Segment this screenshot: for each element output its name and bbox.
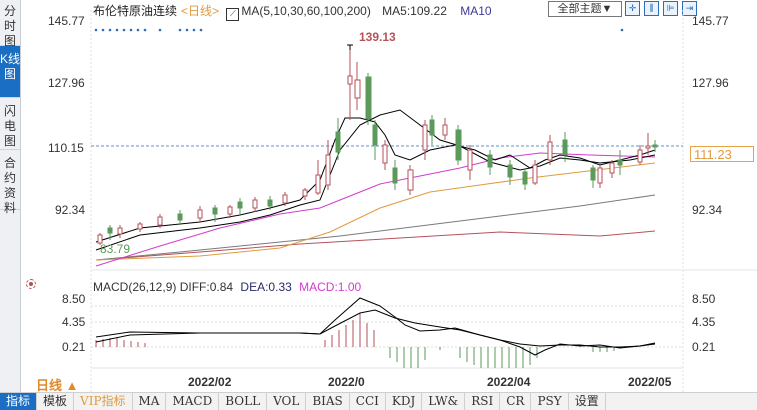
tab-cci[interactable]: CCI — [350, 393, 386, 410]
x-label-2: 2022/0 — [328, 375, 365, 389]
ma10-value: MA10 — [460, 4, 492, 18]
tab-ma[interactable]: MA — [133, 393, 167, 410]
macd-y-left-3: 0.21 — [62, 340, 86, 354]
chart-header: 布伦特原油连续 <日线> ⟋ MA(5,10,30,60,100,200) MA5:… — [93, 2, 496, 21]
y-label-right-1: 145.77 — [692, 14, 729, 28]
x-label-4: 2022/05 — [628, 375, 672, 389]
move-right-icon[interactable]: ⇥ — [682, 1, 697, 16]
zoom-in-icon[interactable]: ⫼ — [644, 1, 659, 16]
tab-settings[interactable]: 设置 — [569, 393, 606, 410]
theme-dropdown[interactable]: 全部主题▼ — [548, 1, 622, 17]
macd-header: MACD(26,12,9) DIFF:0.84 DEA:0.33 MACD:1.… — [93, 280, 361, 294]
macd-y-left-2: 4.35 — [62, 315, 86, 329]
x-label-3: 2022/04 — [487, 375, 531, 389]
macd-y-left-1: 8.50 — [62, 292, 86, 306]
macd-diff: DIFF:0.84 — [179, 280, 234, 294]
macd-dea: DEA:0.33 — [240, 280, 292, 294]
view-sidebar: 分时图 K线图 闪电图 合约资料 — [0, 0, 21, 392]
macd-hist-neg — [389, 347, 615, 368]
macd-value: MACD:1.00 — [299, 280, 362, 294]
y-label-right-2: 127.96 — [692, 76, 729, 90]
macd-y-right-3: 0.21 — [692, 340, 716, 354]
low-price-label: 83.79 — [100, 242, 131, 256]
tab-lwr[interactable]: LW& — [422, 393, 466, 410]
candles — [97, 45, 658, 245]
macd-hist-pos — [95, 313, 375, 347]
tab-cr[interactable]: CR — [500, 393, 532, 410]
y-label-left-2: 127.96 — [48, 76, 85, 90]
period-selector[interactable]: 日线 ▲ — [36, 378, 79, 393]
x-label-1: 2022/02 — [188, 375, 232, 389]
tab-macd[interactable]: MACD — [166, 393, 220, 410]
tab-lightning[interactable]: 闪电图 — [0, 98, 20, 150]
crosshair-icon[interactable]: ✛ — [625, 1, 640, 16]
tab-bias[interactable]: BIAS — [306, 393, 350, 410]
y-label-left-3: 110.15 — [48, 141, 84, 155]
y-label-left-4: 92.34 — [55, 203, 86, 217]
tab-contract-info[interactable]: 合约资料 — [0, 150, 20, 215]
indicator-settings-icon[interactable] — [26, 279, 36, 289]
tab-psy[interactable]: PSY — [531, 393, 569, 410]
tab-indicators[interactable]: 指标 — [0, 393, 38, 410]
ma-settings-icon[interactable]: ⟋ — [226, 8, 240, 21]
macd-y-right-2: 4.35 — [692, 315, 716, 329]
instrument-name: 布伦特原油连续 — [93, 4, 178, 18]
signal-dots — [94, 28, 624, 32]
y-label-right-4: 92.34 — [692, 203, 723, 217]
period-tag[interactable]: <日线> — [181, 4, 220, 18]
zoom-out-icon[interactable]: ⊫ — [663, 1, 678, 16]
tab-rsi[interactable]: RSI — [465, 393, 501, 410]
tab-kdj[interactable]: KDJ — [386, 393, 423, 410]
ma-params: MA(5,10,30,60,100,200) — [241, 4, 371, 18]
tab-vol[interactable]: VOL — [267, 393, 307, 410]
y-label-left-1: 145.77 — [48, 14, 85, 28]
chart-toolbar: ✛ ⫼ ⊫ ⇥ — [625, 1, 697, 16]
tab-boll[interactable]: BOLL — [219, 393, 268, 410]
tab-vip-indicators[interactable]: VIP指标 — [74, 393, 133, 410]
indicator-tab-bar: 指标 模板 VIP指标 MA MACD BOLL VOL BIAS CCI KD… — [0, 392, 757, 410]
tab-kline[interactable]: K线图 — [0, 46, 20, 98]
macd-y-right-1: 8.50 — [692, 292, 716, 306]
tab-templates[interactable]: 模板 — [37, 393, 75, 410]
ma5-value: MA5:109.22 — [382, 4, 447, 18]
tab-timeshare[interactable]: 分时图 — [0, 0, 20, 48]
high-price-label: 139.13 — [359, 30, 396, 44]
last-price-box: 111.23 — [690, 146, 754, 162]
macd-params: MACD(26,12,9) — [93, 280, 177, 294]
